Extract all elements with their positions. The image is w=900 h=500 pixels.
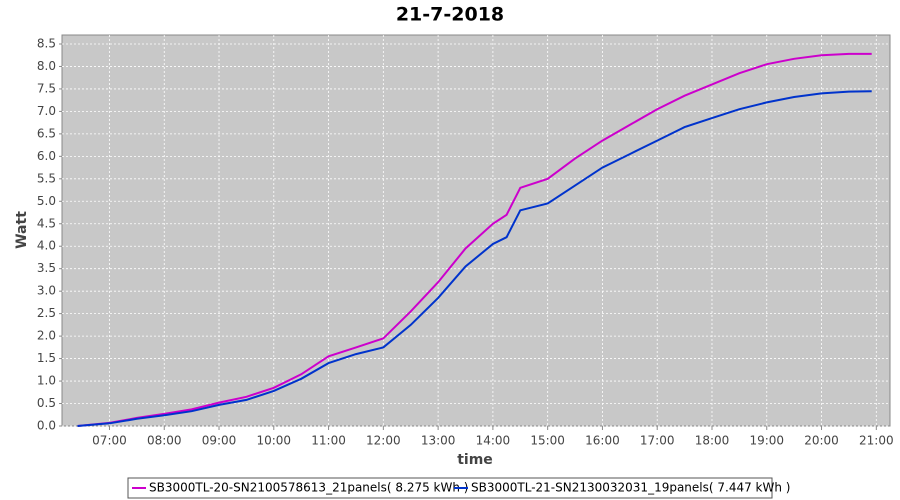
y-tick-label: 3.0 [37, 284, 56, 298]
y-tick-label: 7.5 [37, 81, 56, 95]
y-tick-label: 2.0 [37, 329, 56, 343]
x-tick-label: 17:00 [640, 434, 675, 448]
x-axis-label: time [457, 452, 493, 468]
y-tick-label: 2.5 [37, 306, 56, 320]
y-tick-label: 1.0 [37, 374, 56, 388]
legend [127, 477, 773, 499]
x-tick-label: 19:00 [749, 434, 784, 448]
y-tick-label: 3.5 [37, 261, 56, 275]
chart-title: 21-7-2018 [396, 4, 504, 26]
x-tick-label: 12:00 [366, 434, 401, 448]
x-tick-label: 21:00 [859, 434, 894, 448]
y-tick-label: 4.0 [37, 239, 56, 253]
plot-area [61, 34, 891, 427]
y-tick-label: 7.0 [37, 104, 56, 118]
y-tick-label: 8.0 [37, 59, 56, 73]
y-tick-label: 0.0 [37, 419, 56, 433]
x-tick-label: 13:00 [421, 434, 456, 448]
x-tick-label: 10:00 [256, 434, 291, 448]
y-tick-label: 6.5 [37, 126, 56, 140]
x-tick-label: 20:00 [804, 434, 839, 448]
legend-label: SB3000TL-21-SN2130032031_19panels( 7.447… [471, 481, 790, 495]
y-tick-label: 5.5 [37, 171, 56, 185]
x-tick-label: 08:00 [147, 434, 182, 448]
y-tick-label: 1.5 [37, 351, 56, 365]
y-tick-label: 8.5 [37, 36, 56, 50]
x-tick-label: 18:00 [695, 434, 730, 448]
y-axis-label: Watt [14, 211, 30, 249]
y-tick-label: 6.0 [37, 149, 56, 163]
x-tick-label: 15:00 [530, 434, 565, 448]
y-tick-label: 5.0 [37, 194, 56, 208]
series-line [77, 90, 872, 427]
y-tick-label: 4.5 [37, 216, 56, 230]
x-tick-label: 09:00 [202, 434, 237, 448]
series-line [77, 52, 872, 427]
x-tick-label: 16:00 [585, 434, 620, 448]
legend-label: SB3000TL-20-SN2100578613_21panels( 8.275… [149, 481, 468, 495]
x-tick-label: 11:00 [311, 434, 346, 448]
y-tick-label: 0.5 [37, 396, 56, 410]
x-tick-label: 07:00 [92, 434, 127, 448]
x-tick-label: 14:00 [476, 434, 511, 448]
